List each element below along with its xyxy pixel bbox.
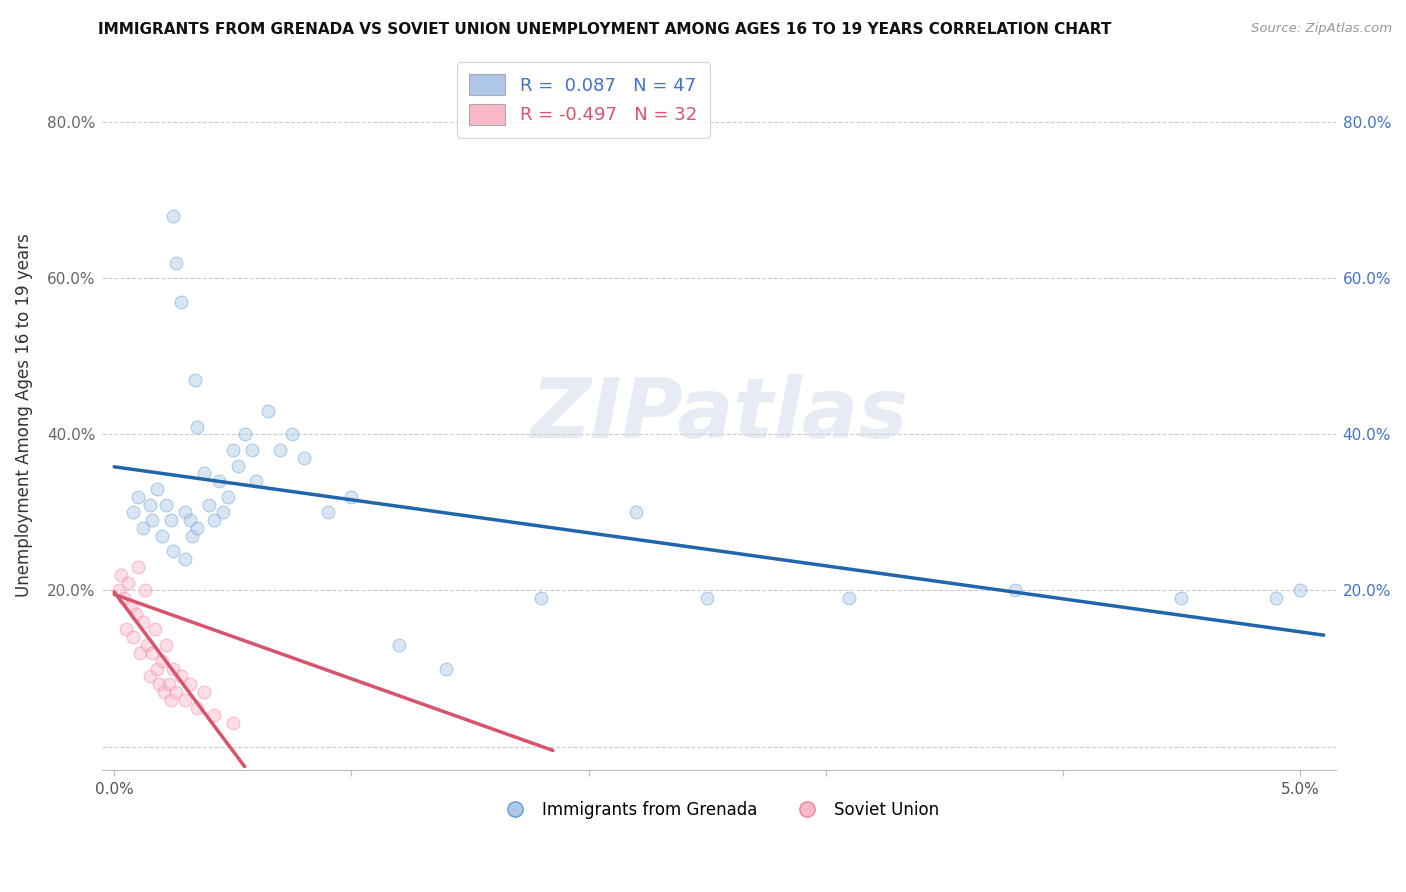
Point: [122, 630, 145, 644]
Point: [117, 575, 139, 590]
Point: [434, 661, 457, 675]
Point: [292, 450, 315, 465]
Point: [316, 505, 339, 519]
Point: [193, 685, 215, 699]
Point: [155, 638, 177, 652]
Point: [146, 661, 169, 675]
Point: [162, 544, 184, 558]
Point: [112, 591, 135, 606]
Point: [115, 623, 138, 637]
Point: [202, 513, 225, 527]
Point: [1004, 583, 1026, 598]
Point: [530, 591, 553, 606]
Point: [162, 209, 184, 223]
Point: [169, 669, 191, 683]
Point: [388, 638, 411, 652]
Point: [150, 529, 173, 543]
Point: [202, 708, 225, 723]
Point: [257, 404, 280, 418]
Point: [153, 685, 176, 699]
Point: [340, 490, 363, 504]
Point: [245, 474, 267, 488]
Point: [281, 427, 304, 442]
Point: [131, 521, 153, 535]
Point: [1289, 583, 1312, 598]
Point: [174, 552, 197, 566]
Point: [169, 294, 191, 309]
Point: [1265, 591, 1288, 606]
Point: [129, 646, 152, 660]
Point: [1170, 591, 1192, 606]
Point: [186, 419, 208, 434]
Point: [122, 505, 145, 519]
Point: [165, 685, 187, 699]
Point: [141, 513, 163, 527]
Point: [696, 591, 718, 606]
Point: [198, 498, 221, 512]
Point: [193, 467, 215, 481]
Point: [174, 692, 197, 706]
Point: [127, 490, 149, 504]
Point: [217, 490, 239, 504]
Point: [160, 513, 183, 527]
Legend: Immigrants from Grenada, Soviet Union: Immigrants from Grenada, Soviet Union: [492, 794, 946, 826]
Point: [155, 498, 177, 512]
Point: [141, 646, 163, 660]
Point: [124, 607, 146, 621]
Point: [139, 669, 162, 683]
Point: [222, 442, 245, 457]
Point: [186, 521, 208, 535]
Point: [148, 677, 170, 691]
Point: [181, 529, 204, 543]
Point: [120, 599, 142, 613]
Point: [222, 716, 245, 731]
Point: [127, 560, 149, 574]
Point: [134, 583, 156, 598]
Point: [150, 654, 173, 668]
Point: [108, 583, 131, 598]
Text: IMMIGRANTS FROM GRENADA VS SOVIET UNION UNEMPLOYMENT AMONG AGES 16 TO 19 YEARS C: IMMIGRANTS FROM GRENADA VS SOVIET UNION …: [98, 22, 1112, 37]
Point: [233, 427, 256, 442]
Point: [160, 692, 183, 706]
Point: [131, 615, 153, 629]
Point: [110, 567, 132, 582]
Point: [207, 474, 229, 488]
Point: [240, 442, 263, 457]
Point: [174, 505, 197, 519]
Text: ZIPatlas: ZIPatlas: [530, 375, 908, 455]
Point: [162, 661, 184, 675]
Y-axis label: Unemployment Among Ages 16 to 19 years: Unemployment Among Ages 16 to 19 years: [15, 233, 32, 597]
Point: [624, 505, 647, 519]
Point: [157, 677, 180, 691]
Point: [226, 458, 249, 473]
Point: [838, 591, 860, 606]
Point: [136, 638, 159, 652]
Text: Source: ZipAtlas.com: Source: ZipAtlas.com: [1251, 22, 1392, 36]
Point: [186, 700, 208, 714]
Point: [139, 498, 162, 512]
Point: [184, 373, 207, 387]
Point: [179, 513, 201, 527]
Point: [165, 255, 187, 269]
Point: [269, 442, 291, 457]
Point: [146, 482, 169, 496]
Point: [212, 505, 235, 519]
Point: [143, 623, 166, 637]
Point: [179, 677, 201, 691]
